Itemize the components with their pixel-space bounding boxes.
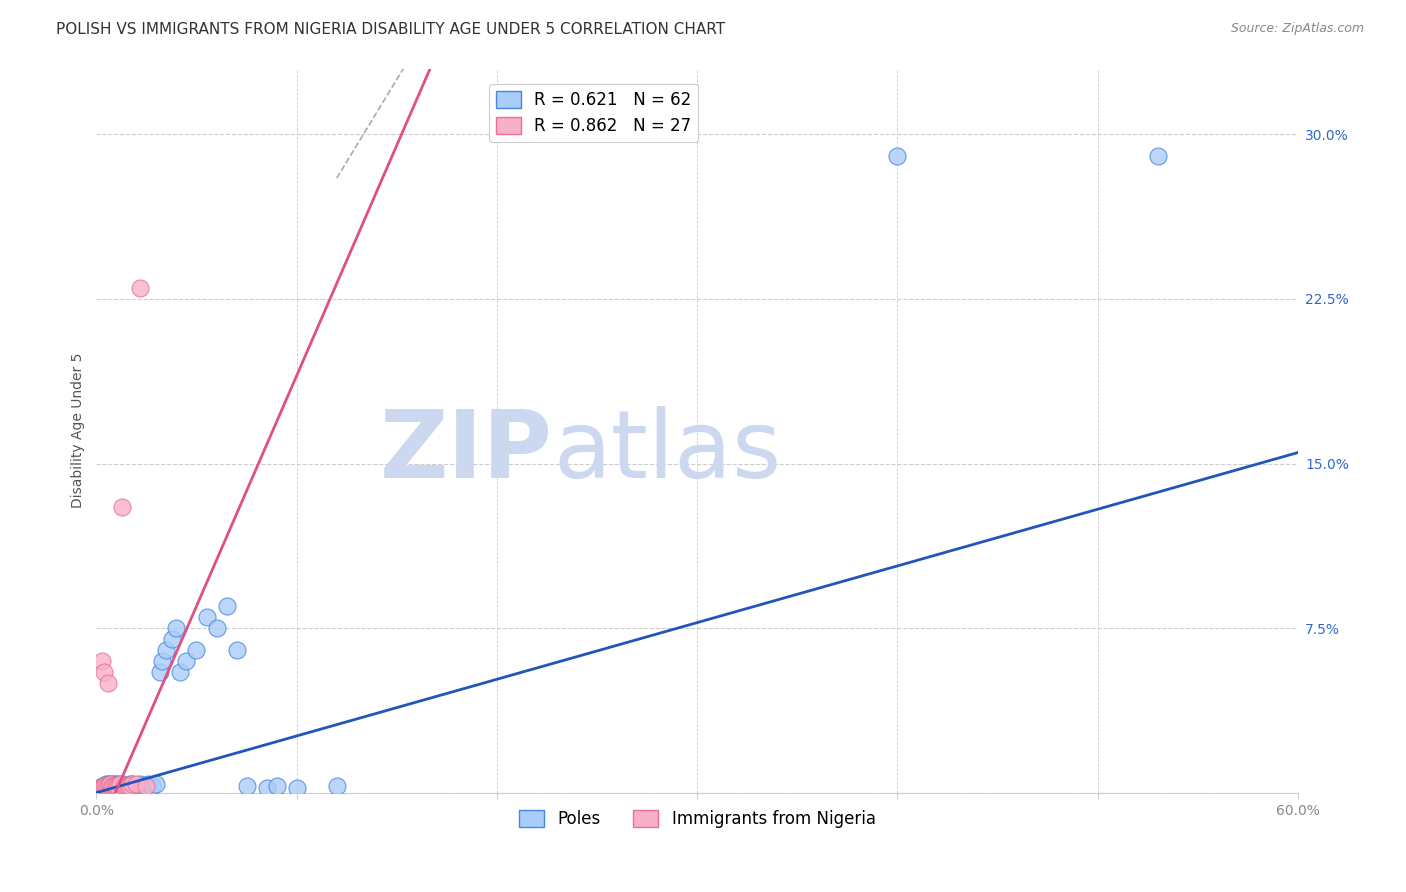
Point bbox=[129, 777, 152, 791]
Point bbox=[1146, 149, 1168, 163]
Point bbox=[101, 781, 124, 796]
Point bbox=[125, 779, 148, 793]
Point bbox=[131, 779, 153, 793]
Y-axis label: Disability Age Under 5: Disability Age Under 5 bbox=[72, 353, 86, 508]
Point bbox=[101, 779, 124, 793]
Point bbox=[98, 781, 121, 796]
Point bbox=[110, 777, 132, 791]
Point bbox=[111, 779, 134, 793]
Point bbox=[101, 781, 124, 796]
Text: ZIP: ZIP bbox=[380, 407, 553, 499]
Point bbox=[141, 779, 163, 793]
Point bbox=[105, 779, 128, 793]
Point bbox=[215, 599, 238, 614]
Point bbox=[98, 777, 121, 791]
Point bbox=[105, 779, 128, 793]
Point bbox=[166, 621, 188, 635]
Point bbox=[110, 781, 132, 796]
Point bbox=[886, 149, 908, 163]
Point bbox=[325, 779, 347, 793]
Point bbox=[112, 779, 135, 793]
Point bbox=[138, 777, 160, 791]
Point bbox=[98, 779, 121, 793]
Point bbox=[110, 779, 132, 793]
Point bbox=[98, 777, 121, 791]
Point bbox=[205, 621, 228, 635]
Point bbox=[115, 779, 138, 793]
Legend: Poles, Immigrants from Nigeria: Poles, Immigrants from Nigeria bbox=[512, 804, 883, 835]
Point bbox=[101, 777, 124, 791]
Point bbox=[97, 781, 120, 796]
Point bbox=[103, 777, 125, 791]
Point bbox=[112, 779, 135, 793]
Point bbox=[121, 779, 143, 793]
Point bbox=[91, 779, 114, 793]
Point bbox=[256, 781, 278, 796]
Point bbox=[103, 781, 125, 796]
Point bbox=[105, 781, 128, 796]
Point bbox=[93, 665, 115, 679]
Point bbox=[169, 665, 191, 679]
Point bbox=[121, 777, 143, 791]
Point bbox=[91, 781, 114, 796]
Point bbox=[125, 777, 148, 791]
Point bbox=[103, 779, 125, 793]
Point bbox=[120, 777, 142, 791]
Point bbox=[96, 777, 118, 791]
Point bbox=[97, 779, 120, 793]
Point bbox=[135, 779, 157, 793]
Point bbox=[105, 777, 128, 791]
Point bbox=[176, 654, 198, 668]
Point bbox=[93, 779, 115, 793]
Point bbox=[103, 779, 125, 793]
Point bbox=[96, 781, 118, 796]
Point bbox=[96, 781, 118, 796]
Text: atlas: atlas bbox=[553, 407, 782, 499]
Point bbox=[97, 676, 120, 690]
Point bbox=[235, 779, 257, 793]
Point bbox=[107, 779, 129, 793]
Point bbox=[225, 643, 247, 657]
Point bbox=[105, 781, 128, 796]
Point bbox=[162, 632, 184, 646]
Text: Source: ZipAtlas.com: Source: ZipAtlas.com bbox=[1230, 22, 1364, 36]
Point bbox=[145, 777, 167, 791]
Point bbox=[152, 654, 174, 668]
Point bbox=[135, 779, 157, 793]
Point bbox=[96, 779, 118, 793]
Point bbox=[93, 781, 115, 796]
Point bbox=[115, 781, 138, 796]
Point bbox=[107, 777, 129, 791]
Point bbox=[107, 779, 129, 793]
Point bbox=[115, 779, 138, 793]
Point bbox=[98, 779, 121, 793]
Point bbox=[89, 781, 111, 796]
Point bbox=[89, 781, 111, 796]
Point bbox=[96, 779, 118, 793]
Point bbox=[117, 779, 139, 793]
Point bbox=[91, 781, 114, 796]
Point bbox=[121, 777, 143, 791]
Point bbox=[93, 779, 115, 793]
Point bbox=[111, 500, 134, 515]
Text: POLISH VS IMMIGRANTS FROM NIGERIA DISABILITY AGE UNDER 5 CORRELATION CHART: POLISH VS IMMIGRANTS FROM NIGERIA DISABI… bbox=[56, 22, 725, 37]
Point bbox=[149, 665, 172, 679]
Point bbox=[101, 779, 124, 793]
Point bbox=[117, 779, 139, 793]
Point bbox=[91, 654, 114, 668]
Point bbox=[186, 643, 208, 657]
Point bbox=[111, 777, 134, 791]
Point bbox=[120, 779, 142, 793]
Point bbox=[97, 777, 120, 791]
Point bbox=[97, 779, 120, 793]
Point bbox=[266, 779, 288, 793]
Point bbox=[129, 281, 152, 295]
Point bbox=[195, 610, 218, 624]
Point bbox=[155, 643, 177, 657]
Point bbox=[285, 781, 308, 796]
